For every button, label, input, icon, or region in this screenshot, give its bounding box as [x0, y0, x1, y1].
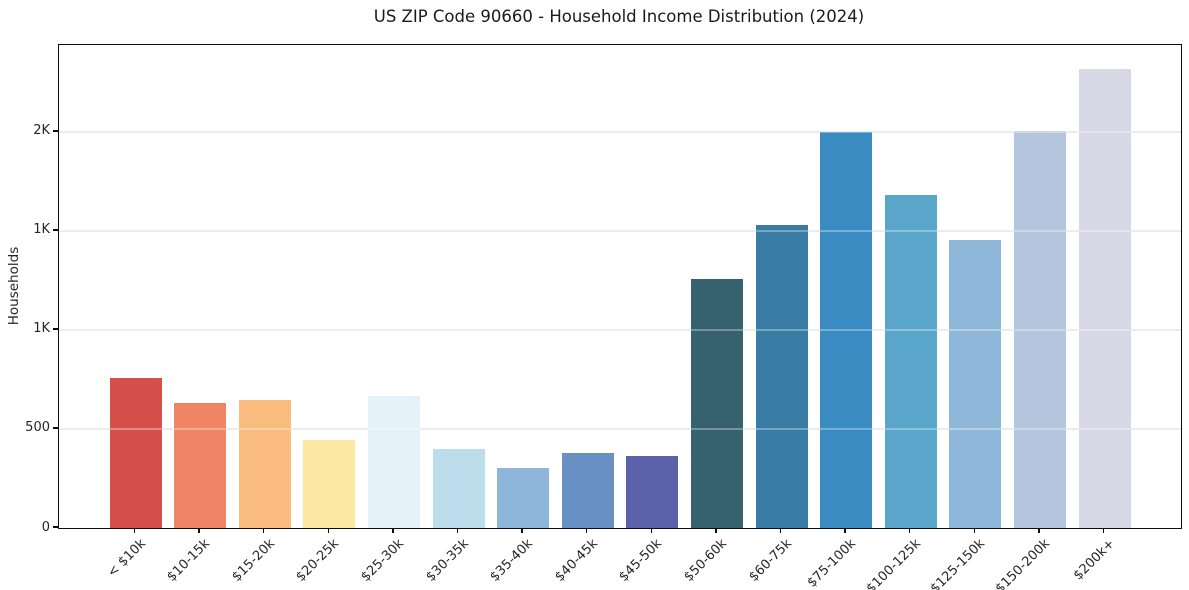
bar-125-150k — [949, 239, 1002, 528]
x-tick-label-20-25k: $20-25k — [293, 536, 343, 585]
y-tick-mark-500 — [53, 427, 58, 429]
y-tick-label-2000: 2K — [33, 123, 50, 139]
chart-title: US ZIP Code 90660 - Household Income Dis… — [373, 7, 865, 26]
x-tick-label-15-20k: $15-20k — [229, 536, 278, 585]
gridline-500-500 — [59, 428, 1181, 430]
x-tick-label-75-100k: $75-100k — [804, 536, 859, 590]
x-tick-mark-200k — [1102, 528, 1105, 534]
x-tick-label-125-150k: $125-150k — [928, 536, 989, 590]
x-tick-label-150-200k: $150-200k — [992, 536, 1053, 590]
x-tick-mark-35-40k — [521, 528, 523, 534]
x-tick-mark-150-200k — [1038, 528, 1040, 534]
bar-60-75k — [755, 225, 808, 528]
bar-50-60k — [690, 279, 743, 528]
x-tick-mark-25-30k — [392, 528, 394, 534]
bar-45-50k — [626, 455, 679, 528]
x-tick-mark-15-20k — [263, 528, 265, 534]
x-tick-mark-100-125k — [909, 528, 911, 534]
y-tick-label-0: 0 — [41, 519, 50, 535]
bar-30-35k — [432, 448, 485, 528]
bar-15-20k — [238, 400, 291, 528]
y-tick-label-500: 500 — [25, 420, 50, 436]
bar-40-45k — [561, 452, 614, 528]
gridline-2k-2000 — [59, 131, 1181, 133]
y-tick-mark-1500 — [53, 229, 58, 231]
y-tick-mark-1000 — [53, 328, 58, 330]
bar-75-100k — [820, 131, 873, 528]
x-tick-mark-50-60k — [715, 528, 717, 534]
x-tick-mark-75-100k — [844, 528, 846, 534]
x-tick-label-35-40k: $35-40k — [487, 536, 536, 585]
x-tick-label-100-125k: $100-125k — [863, 536, 924, 590]
x-tick-mark-125-150k — [973, 528, 975, 534]
x-tick-mark-45-50k — [650, 528, 652, 534]
plot-area — [58, 44, 1182, 529]
y-tick-mark-0 — [53, 526, 58, 528]
y-axis-label: Households — [6, 246, 22, 326]
gridline-overlay-2000 — [59, 131, 1181, 133]
x-tick-label-10-15k: $10-15k — [164, 536, 213, 585]
x-tick-mark-10k — [133, 528, 136, 534]
gridline-overlay-500 — [59, 428, 1181, 430]
x-tick-label-25-30k: $25-30k — [358, 536, 407, 585]
bar-20-25k — [303, 439, 356, 528]
x-tick-mark-60-75k — [779, 528, 782, 534]
y-tick-label-1500: 1K — [33, 222, 50, 238]
x-tick-label-40-45k: $40-45k — [552, 536, 601, 585]
gridline-1k-1500 — [59, 230, 1181, 232]
x-tick-mark-30-35k — [456, 528, 459, 534]
bar-10k — [109, 377, 162, 528]
x-tick-label-200k: $200k+ — [1070, 536, 1118, 584]
bar-10-15k — [174, 403, 227, 528]
bar-100-125k — [884, 195, 937, 528]
x-tick-mark-40-45k — [586, 528, 588, 534]
y-tick-label-1000: 1K — [33, 321, 50, 337]
x-tick-label-10k: < $10k — [104, 536, 149, 581]
x-tick-label-60-75k: $60-75k — [745, 536, 795, 585]
bar-150-200k — [1013, 130, 1066, 528]
bar-25-30k — [367, 396, 420, 528]
x-tick-mark-20-25k — [327, 528, 329, 534]
x-tick-label-45-50k: $45-50k — [616, 536, 666, 585]
x-tick-label-30-35k: $30-35k — [422, 536, 472, 585]
x-tick-label-50-60k: $50-60k — [681, 536, 730, 585]
gridline-overlay-1500 — [59, 230, 1181, 232]
bar-200k — [1078, 68, 1131, 528]
bar-35-40k — [497, 467, 550, 528]
gridline-overlay-1000 — [59, 329, 1181, 331]
y-tick-mark-2000 — [53, 130, 58, 132]
gridline-1k-1000 — [59, 329, 1181, 331]
x-tick-mark-10-15k — [198, 528, 200, 534]
